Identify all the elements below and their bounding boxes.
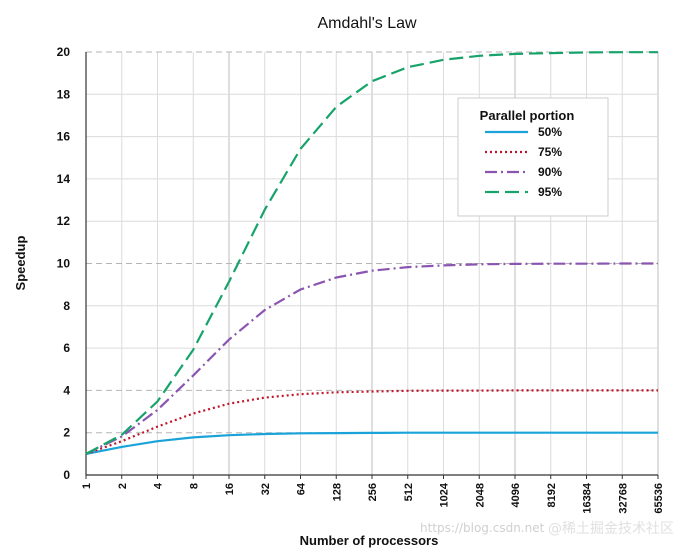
watermark-url: https://blog.csdn.net	[420, 521, 545, 535]
x-tick-label: 4	[153, 482, 165, 489]
legend-label: 50%	[538, 125, 562, 139]
chart-title: Amdahl's Law	[317, 15, 417, 32]
y-tick-label: 18	[57, 87, 71, 101]
y-tick-label: 2	[63, 426, 70, 440]
y-axis-label: Speedup	[13, 235, 28, 290]
legend-label: 90%	[538, 165, 562, 179]
x-tick-label: 2	[117, 483, 129, 489]
legend-label: 95%	[538, 185, 562, 199]
y-tick-label: 4	[63, 383, 70, 397]
x-tick-label: 256	[367, 483, 379, 501]
x-tick-label: 1	[81, 483, 93, 489]
series-line-90pct	[85, 262, 658, 455]
y-tick-label: 6	[63, 341, 70, 355]
x-tick-label: 65536	[653, 483, 665, 514]
series-line-75pct	[85, 389, 658, 455]
y-tick-label: 8	[63, 299, 70, 313]
x-tick-label: 512	[403, 483, 415, 501]
x-tick-label: 16384	[582, 482, 594, 513]
y-tick-label: 20	[57, 45, 71, 59]
y-tick-label: 16	[57, 130, 71, 144]
x-tick-label: 4096	[510, 483, 522, 507]
y-tick-label: 14	[57, 172, 71, 186]
legend-label: 75%	[538, 145, 562, 159]
y-tick-label: 10	[57, 257, 71, 271]
x-tick-label: 16	[224, 483, 236, 495]
grid	[85, 51, 659, 476]
y-tick-label: 0	[63, 468, 70, 482]
legend: Parallel portion 50% 75% 90% 95%	[457, 97, 609, 217]
x-tick-label: 128	[331, 483, 343, 501]
legend-items: 50% 75% 90% 95%	[485, 125, 562, 199]
legend-box	[457, 97, 609, 217]
watermark-brand: @稀土掘金技术社区	[548, 521, 674, 537]
x-tick-label: 8192	[546, 483, 558, 507]
series-line-50pct	[85, 431, 658, 455]
x-tick-label: 2048	[474, 483, 486, 507]
legend-title: Parallel portion	[480, 108, 575, 123]
series-layer	[85, 51, 658, 455]
x-axis-label: Number of processors	[300, 533, 439, 548]
x-tick-label: 64	[296, 482, 308, 495]
x-tick-label: 1024	[439, 482, 451, 507]
series-line-95pct	[85, 51, 658, 455]
x-tick-label: 8	[188, 483, 200, 489]
x-tick-label: 32	[260, 483, 272, 495]
x-tick-label: 32768	[617, 483, 629, 514]
y-tick-label: 12	[57, 214, 71, 228]
